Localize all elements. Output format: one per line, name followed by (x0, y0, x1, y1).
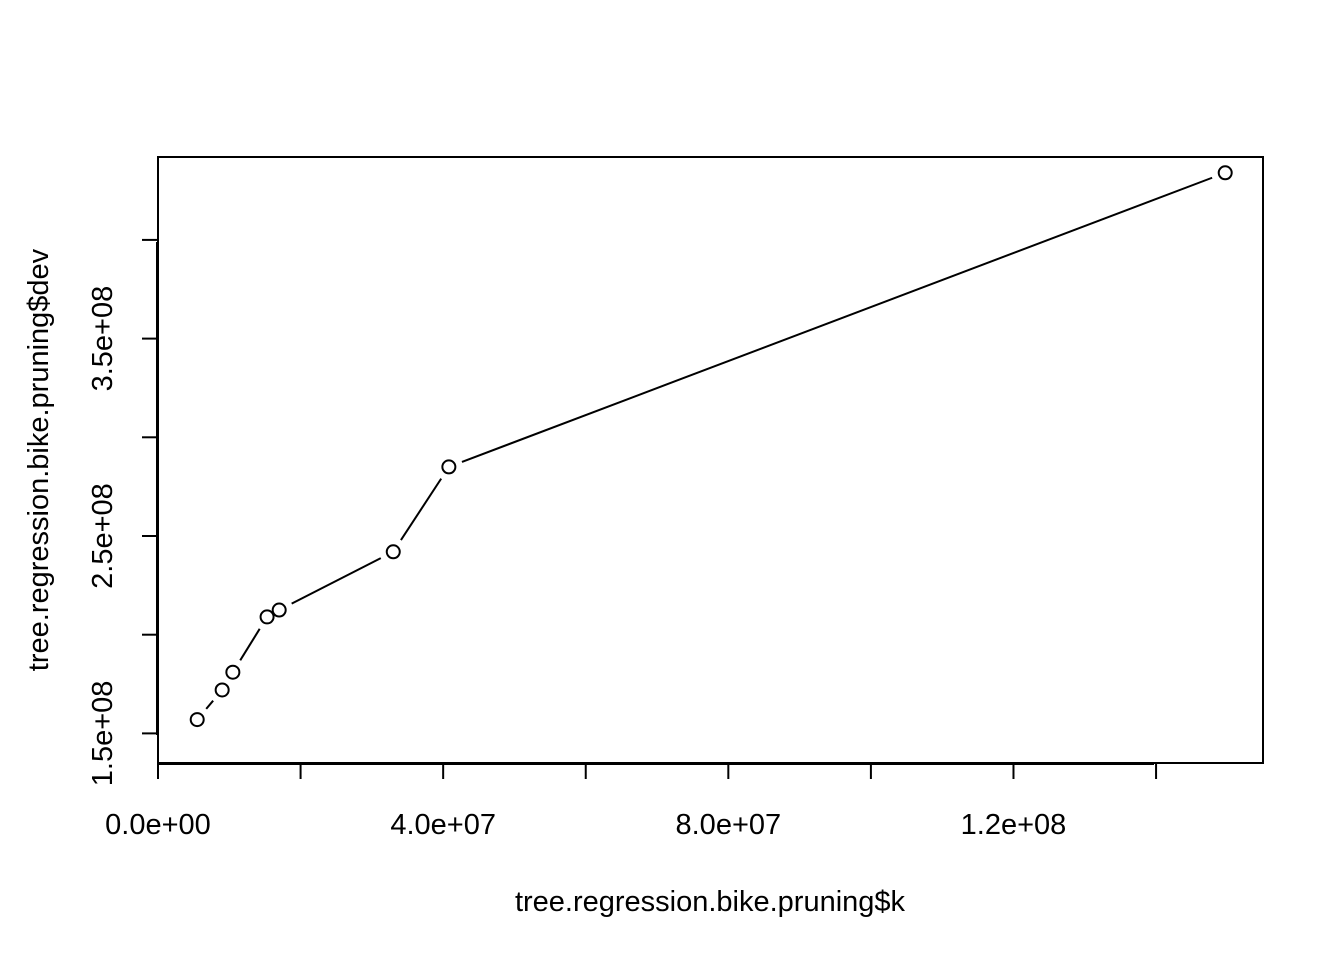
data-point (259, 609, 275, 625)
data-point (189, 712, 205, 728)
series-points (189, 165, 1233, 728)
series-line-segment (205, 700, 214, 710)
x-tick-label: 1.2e+08 (961, 809, 1067, 841)
y-tick-label: 1.5e+08 (87, 681, 119, 787)
series-line-segment (291, 557, 382, 605)
series-line-segment (239, 628, 261, 661)
x-tick-label: 4.0e+07 (390, 809, 496, 841)
series-line-segment (461, 176, 1213, 463)
data-point (225, 664, 241, 680)
y-axis-ticks: 1.5e+08 2.5e+08 3.5e+08 (87, 238, 157, 787)
y-tick-label: 3.5e+08 (87, 286, 119, 392)
series-line-segment (400, 478, 443, 541)
data-point (271, 602, 287, 618)
data-point (214, 682, 230, 698)
y-axis-label: tree.regression.bike.pruning$dev (23, 248, 55, 671)
plot-frame (157, 156, 1264, 764)
data-point (385, 544, 401, 560)
series-line-segments (205, 176, 1213, 710)
data-point (441, 459, 457, 475)
x-tick-label: 8.0e+07 (676, 809, 782, 841)
x-axis-label: tree.regression.bike.pruning$k (515, 886, 906, 918)
x-tick-label: 0.0e+00 (105, 809, 211, 841)
data-point (1217, 165, 1233, 181)
x-axis-ticks: 0.0e+00 4.0e+07 8.0e+07 1.2e+08 (105, 764, 1158, 841)
y-tick-label: 2.5e+08 (87, 483, 119, 589)
